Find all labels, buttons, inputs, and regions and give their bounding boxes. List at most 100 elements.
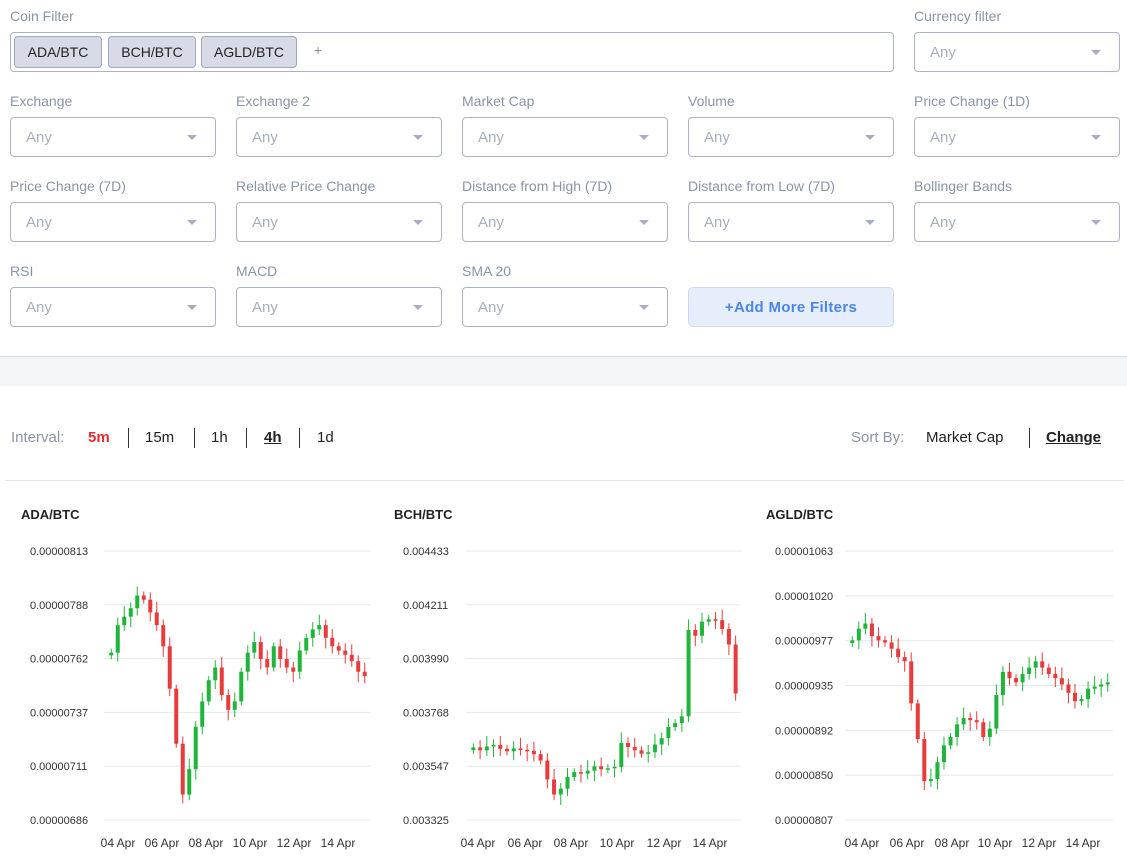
candle-body: [200, 701, 205, 727]
candle-body: [1059, 678, 1064, 685]
y-tick-label: 0.00001020: [775, 591, 833, 603]
add-more-filters-button[interactable]: +Add More Filters: [688, 287, 894, 327]
rsi-select[interactable]: Any: [10, 287, 216, 327]
relative-price-change-select[interactable]: Any: [236, 202, 442, 242]
select-value: Any: [26, 299, 52, 316]
macd-select[interactable]: Any: [236, 287, 442, 327]
distance-from-low-select[interactable]: Any: [688, 202, 894, 242]
x-tick-label: 14 Apr: [1066, 836, 1101, 850]
exchange-2-label: Exchange 2: [236, 93, 310, 109]
candle-body: [471, 747, 476, 751]
candle-body: [128, 608, 133, 617]
candle-body: [336, 646, 341, 651]
x-tick-label: 08 Apr: [189, 836, 224, 850]
add-coin-button[interactable]: +: [314, 42, 323, 58]
candle-body: [265, 659, 270, 668]
candle-body: [1079, 699, 1084, 702]
separator: [299, 428, 300, 448]
candle-body: [592, 766, 597, 771]
coin-chip-ada-btc[interactable]: ADA/BTC: [14, 36, 102, 68]
candle-body: [531, 750, 536, 755]
x-tick-label: 14 Apr: [321, 836, 356, 850]
chevron-down-icon: [413, 135, 423, 140]
interval-option-5m[interactable]: 5m: [88, 429, 110, 446]
sma-20-select[interactable]: Any: [462, 287, 668, 327]
candle-body: [935, 762, 940, 780]
candle-body: [478, 747, 483, 751]
volume-select[interactable]: Any: [688, 117, 894, 157]
select-value: Any: [478, 214, 504, 231]
interval-option-1d[interactable]: 1d: [317, 429, 334, 446]
chart-ada-btc[interactable]: ADA/BTC 0.00000813 0.00000788 0.00000762 0.…: [0, 495, 375, 862]
y-tick-label: 0.003547: [403, 761, 449, 773]
coin-chip-bch-btc[interactable]: BCH/BTC: [108, 36, 196, 68]
distance-from-high-select[interactable]: Any: [462, 202, 668, 242]
filter-panel: Coin Filter ADA/BTC BCH/BTC AGLD/BTC + C…: [0, 0, 1127, 357]
exchange-2-select[interactable]: Any: [236, 117, 442, 157]
candle-body: [219, 667, 224, 696]
sort-option-change[interactable]: Change: [1046, 429, 1102, 446]
bollinger-bands-select[interactable]: Any: [914, 202, 1120, 242]
chart-title: ADA/BTC: [21, 507, 80, 522]
candle-body: [948, 736, 953, 746]
candle-body: [180, 743, 185, 795]
interval-option-15m[interactable]: 15m: [145, 429, 175, 446]
candle-body: [226, 695, 231, 710]
candle-body: [1053, 673, 1058, 679]
candle-body: [356, 661, 361, 672]
candle-body: [1014, 678, 1019, 683]
currency-filter-label: Currency filter: [914, 8, 1002, 24]
currency-filter-select[interactable]: Any: [914, 32, 1120, 72]
candle-body: [330, 637, 335, 647]
chart-agld-btc[interactable]: AGLD/BTC 0.00001063 0.00001020 0.00000977 0…: [750, 495, 1127, 862]
exchange-select[interactable]: Any: [10, 117, 216, 157]
coin-filter-label: Coin Filter: [10, 8, 74, 24]
candle-body: [1066, 684, 1071, 693]
candle-body: [484, 746, 489, 751]
chart-title: AGLD/BTC: [766, 507, 834, 522]
candle-body: [679, 716, 684, 724]
interval-option-1h[interactable]: 1h: [211, 429, 228, 446]
x-tick-label: 12 Apr: [1022, 836, 1057, 850]
market-cap-select[interactable]: Any: [462, 117, 668, 157]
y-tick-label: 0.00000807: [775, 815, 833, 827]
x-tick-label: 04 Apr: [461, 836, 496, 850]
candle-body: [115, 625, 120, 653]
chevron-down-icon: [865, 135, 875, 140]
candle-body: [585, 770, 590, 774]
interval-option-4h[interactable]: 4h: [264, 429, 282, 446]
chart-bch-btc[interactable]: BCH/BTC 0.004433 0.004211 0.003990 0.003768…: [375, 495, 750, 862]
candle-body: [889, 642, 894, 649]
select-value: Any: [26, 214, 52, 231]
candle-body: [955, 724, 960, 737]
sma-20-label: SMA 20: [462, 263, 512, 279]
candle-body: [720, 620, 725, 629]
candle-body: [206, 680, 211, 702]
price-change-7d-select[interactable]: Any: [10, 202, 216, 242]
candle-body: [974, 720, 979, 723]
candle-body: [572, 772, 577, 778]
y-tick-label: 0.00001063: [775, 546, 833, 558]
volume-label: Volume: [688, 93, 735, 109]
y-tick-label: 0.00000892: [775, 725, 833, 737]
distance-from-low-label: Distance from Low (7D): [688, 178, 836, 194]
y-tick-label: 0.003325: [403, 815, 449, 827]
candle-body: [733, 644, 738, 694]
candle-body: [1040, 661, 1045, 668]
candle-body: [659, 738, 664, 745]
candle-body: [1033, 661, 1038, 668]
select-value: Any: [704, 214, 730, 231]
x-tick-label: 14 Apr: [693, 836, 728, 850]
candle-body: [673, 723, 678, 728]
coin-filter-input[interactable]: ADA/BTC BCH/BTC AGLD/BTC +: [10, 32, 894, 72]
chevron-down-icon: [187, 135, 197, 140]
select-value: Any: [930, 129, 956, 146]
coin-chip-agld-btc[interactable]: AGLD/BTC: [201, 36, 297, 68]
sort-option-market-cap[interactable]: Market Cap: [926, 429, 1004, 446]
candle-body: [706, 619, 711, 622]
x-tick-label: 06 Apr: [145, 836, 180, 850]
x-tick-label: 04 Apr: [845, 836, 880, 850]
price-change-1d-select[interactable]: Any: [914, 117, 1120, 157]
candle-body: [122, 616, 127, 626]
chevron-down-icon: [187, 220, 197, 225]
